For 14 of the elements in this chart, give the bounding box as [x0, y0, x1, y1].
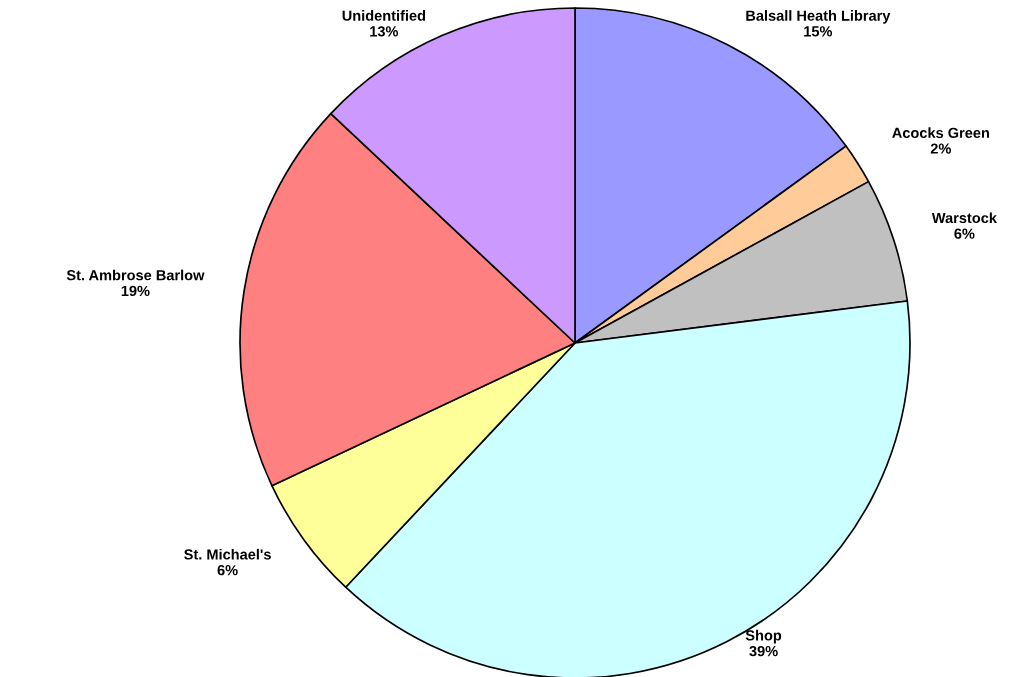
data-label: 15%: [804, 26, 833, 37]
slice-label: Acocks Green: [892, 127, 989, 139]
slice-label: Unidentified: [342, 10, 426, 21]
data-label: 6%: [954, 228, 975, 239]
data-label: 39%: [749, 645, 778, 657]
slice-label: Balsall Heath Library: [746, 10, 891, 24]
slice-label: St. Michael's: [184, 548, 271, 560]
data-label: 19%: [121, 285, 150, 297]
slice-label: St. Ambrose Barlow: [66, 269, 205, 281]
data-label: 6%: [217, 564, 238, 576]
slice-label: Warstock: [931, 212, 997, 224]
data-label: 13%: [370, 26, 399, 37]
data-label: 2%: [930, 143, 951, 154]
slice-label: Shop: [745, 629, 782, 644]
